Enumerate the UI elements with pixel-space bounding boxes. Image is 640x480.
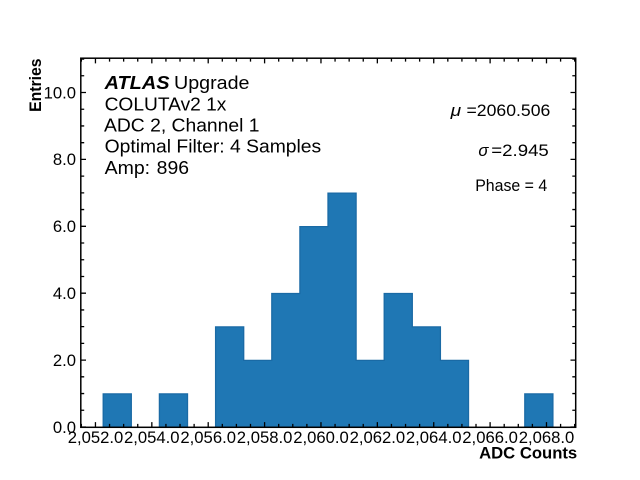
svg-text:Optimal Filter: 4 Samples: Optimal Filter: 4 Samples — [105, 135, 322, 156]
svg-text:8.0: 8.0 — [53, 150, 76, 169]
svg-text:2,058.0: 2,058.0 — [237, 428, 293, 447]
svg-text:Amp:: Amp: — [105, 157, 151, 178]
svg-text:Phase = 4: Phase = 4 — [475, 176, 547, 195]
svg-text:COLUTAv2 1x: COLUTAv2 1x — [105, 94, 227, 115]
svg-text:ADC 2, Channel 1: ADC 2, Channel 1 — [104, 115, 260, 136]
svg-text:Entries: Entries — [26, 59, 45, 112]
svg-text:2.0: 2.0 — [53, 351, 76, 370]
svg-text:0.0: 0.0 — [53, 418, 76, 437]
svg-text:σ: σ — [478, 141, 489, 160]
svg-text:2,052.0: 2,052.0 — [68, 428, 124, 447]
svg-text:6.0: 6.0 — [53, 217, 76, 236]
svg-text:2,056.0: 2,056.0 — [180, 428, 236, 447]
svg-text:4.0: 4.0 — [53, 284, 76, 303]
svg-text:2,066.0: 2,066.0 — [462, 428, 518, 447]
svg-text:μ: μ — [449, 101, 461, 120]
svg-text:2,068.0: 2,068.0 — [519, 428, 575, 447]
svg-text:2,064.0: 2,064.0 — [406, 428, 462, 447]
svg-text:Upgrade: Upgrade — [174, 72, 250, 93]
svg-text:2,054.0: 2,054.0 — [124, 428, 180, 447]
svg-text:ATLAS: ATLAS — [104, 72, 170, 93]
svg-text:=2060.506: =2060.506 — [467, 101, 551, 120]
svg-text:ADC Counts: ADC Counts — [479, 444, 577, 463]
svg-text:10.0: 10.0 — [44, 83, 76, 102]
svg-text:2,060.0: 2,060.0 — [293, 428, 349, 447]
svg-text:896: 896 — [157, 157, 189, 178]
svg-text:2,062.0: 2,062.0 — [350, 428, 406, 447]
svg-text:=2.945: =2.945 — [491, 141, 549, 160]
